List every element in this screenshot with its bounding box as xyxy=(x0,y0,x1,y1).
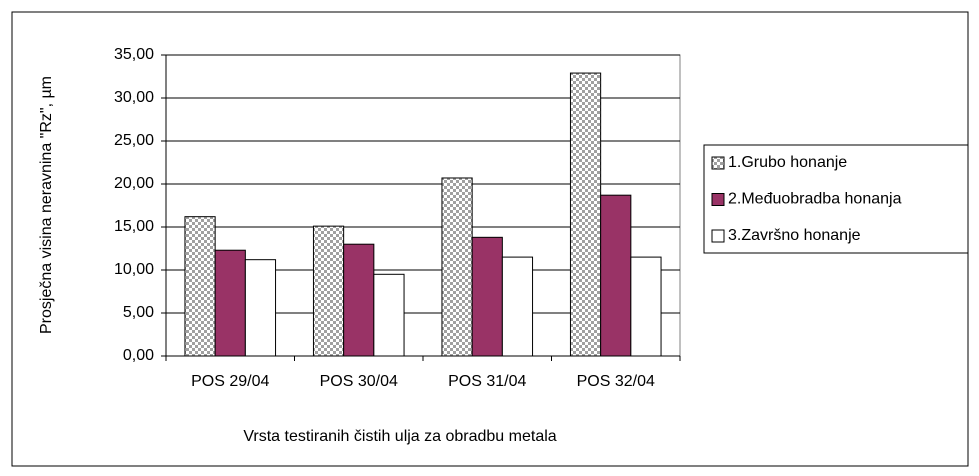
y-tick-label: 25,00 xyxy=(114,132,154,149)
y-tick-label: 0,00 xyxy=(123,347,154,364)
legend-label: 2.Međuobradba honanja xyxy=(728,191,902,208)
bar xyxy=(312,225,345,357)
y-axis-title: Prosječna visina neravnina "Rz", µm xyxy=(38,76,55,334)
bar xyxy=(343,243,375,357)
bar xyxy=(630,256,662,357)
legend-label: 1.Grubo honanje xyxy=(728,154,847,171)
y-tick-label: 5,00 xyxy=(123,304,154,321)
bar xyxy=(471,236,503,357)
bar xyxy=(373,273,405,357)
legend-label: 3.Završno honanje xyxy=(728,227,861,244)
x-tick-label: POS 30/04 xyxy=(320,373,398,390)
y-tick-label: 15,00 xyxy=(114,218,154,235)
x-tick-label: POS 31/04 xyxy=(448,373,526,390)
bar xyxy=(600,194,632,357)
bar xyxy=(214,249,246,357)
y-tick-label: 10,00 xyxy=(114,261,154,278)
legend xyxy=(703,144,969,254)
y-tick-label: 35,00 xyxy=(114,46,154,63)
legend-swatch xyxy=(711,156,725,170)
bar xyxy=(441,177,473,357)
bar xyxy=(501,256,534,357)
bar xyxy=(569,72,602,357)
y-tick-label: 30,00 xyxy=(114,89,154,106)
legend-swatch xyxy=(711,229,725,243)
bar xyxy=(244,259,277,357)
x-tick-label: POS 29/04 xyxy=(191,373,269,390)
legend-swatch xyxy=(711,193,725,206)
y-tick-label: 20,00 xyxy=(114,175,154,192)
x-tick-label: POS 32/04 xyxy=(577,373,655,390)
x-axis-title: Vrsta testiranih čistih ulja za obradbu … xyxy=(243,428,556,445)
bar xyxy=(184,216,216,357)
